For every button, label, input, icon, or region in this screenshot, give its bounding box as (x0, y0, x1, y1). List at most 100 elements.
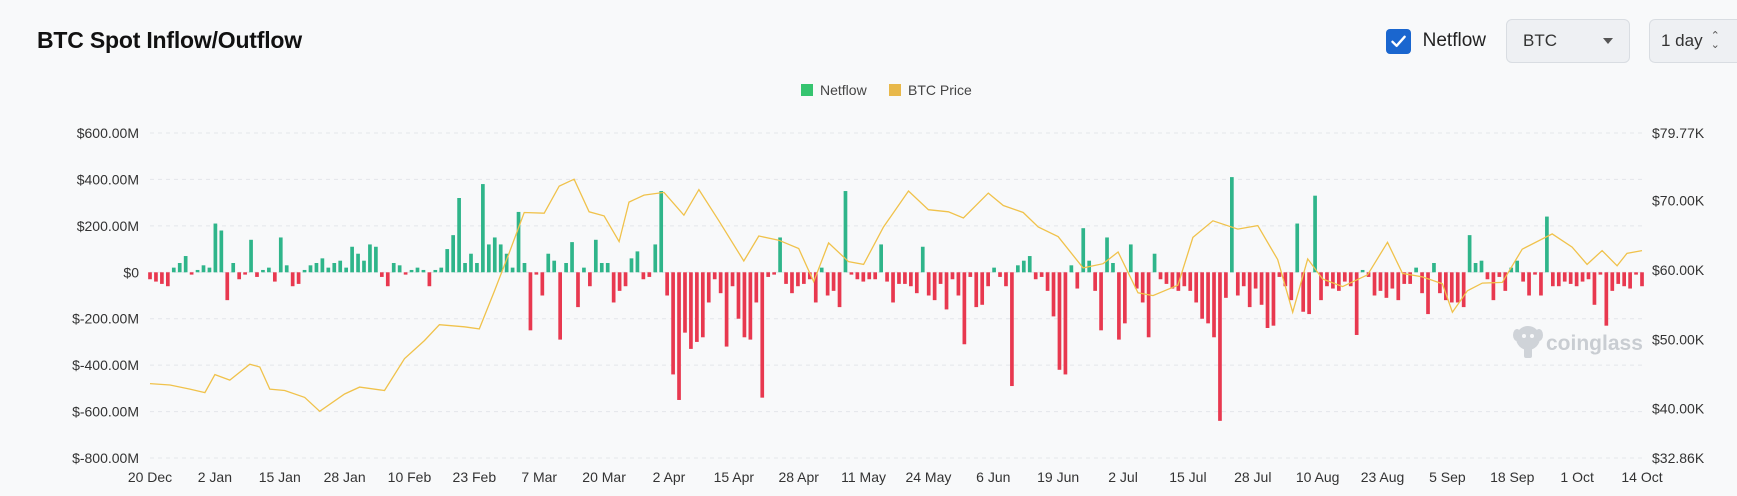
netflow-bar[interactable] (552, 260, 557, 273)
netflow-bar[interactable] (1360, 269, 1365, 273)
netflow-bar[interactable] (837, 272, 842, 308)
netflow-bar[interactable] (1230, 177, 1234, 273)
netflow-bar[interactable] (1455, 272, 1460, 303)
netflow-bar[interactable] (760, 272, 765, 398)
netflow-bar[interactable] (1253, 272, 1258, 289)
netflow-bar[interactable] (653, 244, 658, 273)
netflow-bar[interactable] (558, 272, 562, 340)
netflow-bar[interactable] (1057, 272, 1062, 370)
netflow-bar[interactable] (1503, 272, 1508, 291)
asset-select[interactable]: BTC (1506, 19, 1630, 63)
netflow-bar[interactable] (1319, 272, 1323, 301)
netflow-bar[interactable] (1527, 272, 1531, 296)
netflow-bar[interactable] (903, 272, 907, 284)
netflow-bar[interactable] (623, 272, 628, 287)
netflow-bar[interactable] (992, 267, 996, 273)
netflow-bar[interactable] (504, 253, 509, 273)
netflow-bar[interactable] (986, 272, 990, 287)
netflow-bar[interactable] (1432, 263, 1436, 273)
netflow-bar[interactable] (1479, 260, 1484, 273)
netflow-bar[interactable] (1568, 272, 1573, 284)
netflow-bar[interactable] (350, 246, 354, 273)
netflow-bar[interactable] (1117, 272, 1121, 340)
netflow-bar[interactable] (1426, 272, 1430, 315)
netflow-bar[interactable] (290, 272, 295, 287)
netflow-bar[interactable] (968, 272, 973, 277)
netflow-bar[interactable] (284, 265, 289, 273)
netflow-bar[interactable] (1111, 263, 1115, 273)
netflow-bar[interactable] (255, 272, 259, 277)
netflow-bar[interactable] (1259, 272, 1264, 305)
legend-label-btc-price[interactable]: BTC Price (908, 82, 972, 98)
netflow-bar[interactable] (855, 272, 860, 280)
netflow-bar[interactable] (195, 269, 200, 273)
netflow-bar[interactable] (1396, 272, 1401, 301)
netflow-bar[interactable] (1616, 272, 1621, 284)
netflow-bar[interactable] (1033, 272, 1038, 280)
netflow-bar[interactable] (148, 272, 152, 280)
netflow-bar[interactable] (154, 272, 158, 282)
netflow-bar[interactable] (1063, 272, 1068, 375)
netflow-bar[interactable] (1598, 272, 1603, 275)
netflow-bar[interactable] (1152, 253, 1157, 273)
netflow-bar[interactable] (593, 239, 598, 273)
netflow-bar[interactable] (772, 272, 776, 275)
netflow-bar[interactable] (457, 198, 461, 273)
netflow-bar[interactable] (1289, 272, 1294, 301)
netflow-bar[interactable] (1200, 272, 1204, 319)
netflow-bar[interactable] (1212, 272, 1216, 338)
netflow-bar[interactable] (528, 272, 533, 331)
netflow-bar[interactable] (1592, 272, 1597, 305)
netflow-bar[interactable] (189, 272, 194, 275)
netflow-bar[interactable] (433, 269, 438, 273)
netflow-bar[interactable] (944, 272, 949, 310)
netflow-bar[interactable] (695, 272, 699, 342)
netflow-bar[interactable] (1247, 272, 1252, 308)
netflow-bar[interactable] (689, 272, 693, 349)
netflow-bar[interactable] (778, 237, 782, 273)
netflow-bar[interactable] (1188, 272, 1193, 291)
netflow-bar[interactable] (326, 267, 331, 273)
netflow-checkbox[interactable] (1385, 28, 1411, 54)
netflow-bar[interactable] (1491, 272, 1496, 301)
netflow-bar[interactable] (1574, 272, 1579, 287)
netflow-bar[interactable] (272, 272, 277, 282)
netflow-bar[interactable] (1348, 272, 1353, 287)
netflow-bar[interactable] (1134, 272, 1139, 289)
netflow-bar[interactable] (469, 253, 473, 273)
netflow-bar[interactable] (1622, 272, 1627, 287)
netflow-bar[interactable] (183, 256, 188, 273)
netflow-bar[interactable] (1337, 272, 1341, 291)
netflow-bar[interactable] (1164, 272, 1169, 284)
netflow-bar[interactable] (1444, 272, 1448, 301)
netflow-bar[interactable] (207, 267, 212, 273)
netflow-bar[interactable] (1146, 272, 1151, 338)
netflow-bar[interactable] (1539, 272, 1543, 296)
netflow-bar[interactable] (712, 272, 717, 280)
netflow-bar[interactable] (909, 272, 913, 287)
netflow-bar[interactable] (267, 267, 271, 273)
netflow-bar[interactable] (314, 263, 319, 273)
netflow-bar[interactable] (1580, 272, 1585, 282)
netflow-bar[interactable] (427, 272, 432, 287)
netflow-bar[interactable] (742, 272, 747, 338)
netflow-bar[interactable] (1265, 272, 1270, 328)
netflow-bar[interactable] (231, 263, 236, 273)
netflow-bar[interactable] (926, 272, 931, 296)
netflow-bar[interactable] (611, 272, 616, 303)
netflow-bar[interactable] (421, 269, 426, 273)
netflow-bar[interactable] (748, 272, 753, 340)
netflow-bar[interactable] (1271, 272, 1276, 326)
netflow-bar[interactable] (582, 267, 586, 273)
netflow-bar[interactable] (481, 184, 485, 273)
netflow-bar[interactable] (980, 272, 985, 305)
netflow-bar[interactable] (160, 272, 164, 284)
netflow-bar[interactable] (1366, 272, 1371, 277)
netflow-bar[interactable] (1449, 272, 1454, 303)
netflow-bar[interactable] (1241, 272, 1246, 287)
netflow-bar[interactable] (1313, 195, 1317, 273)
netflow-bar[interactable] (641, 272, 646, 280)
netflow-bar[interactable] (998, 272, 1002, 277)
netflow-bar[interactable] (1342, 272, 1347, 282)
netflow-bar[interactable] (302, 269, 307, 273)
